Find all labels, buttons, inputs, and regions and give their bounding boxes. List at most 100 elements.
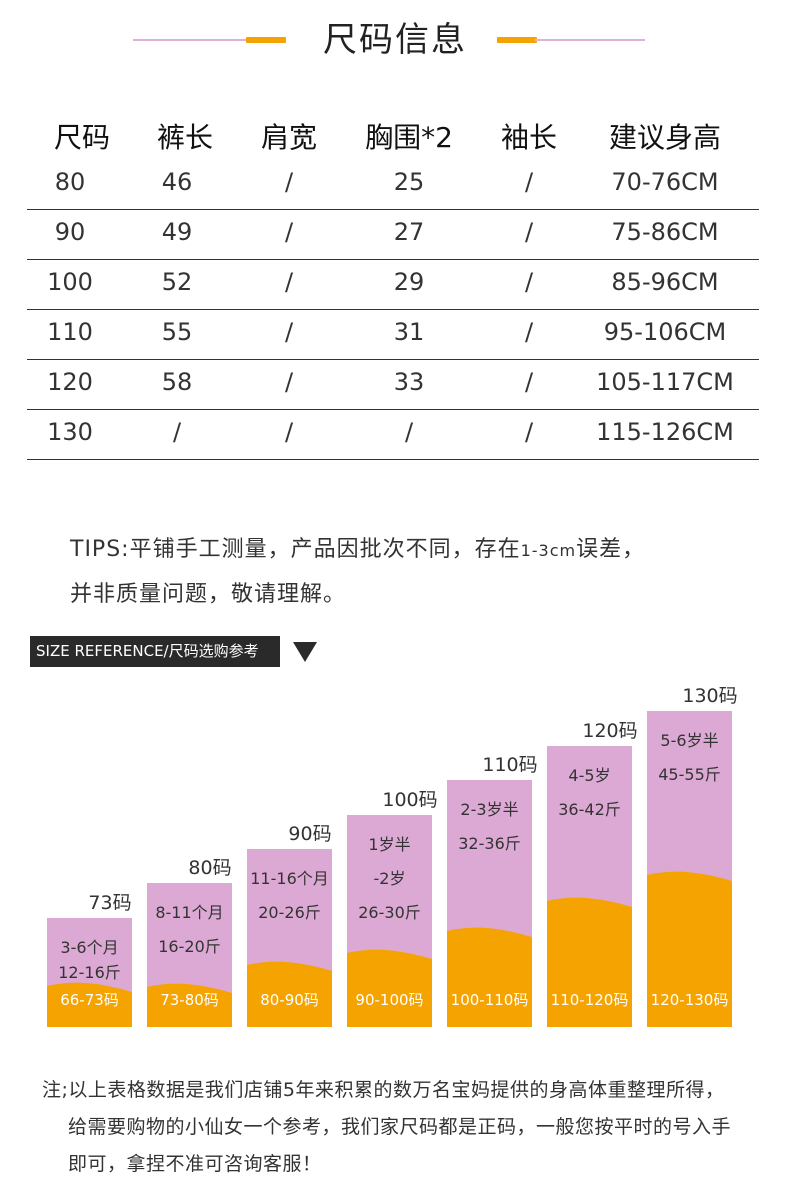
cell-pants-length: 49: [161, 218, 193, 246]
col-header-size: 尺码: [53, 121, 111, 154]
cell-size: 90: [54, 218, 86, 246]
cell-chest: 29: [393, 268, 425, 296]
col-header-sleeve: 袖长: [500, 121, 558, 154]
weight-fill: [247, 961, 332, 1027]
size-bar: [247, 849, 332, 1027]
cell-chest: 31: [393, 318, 425, 346]
bar-size-label: 110码: [482, 754, 538, 776]
bar-size-range: 110-120码: [550, 991, 629, 1009]
bar-size-label: 80码: [188, 857, 232, 879]
row-divider: [27, 359, 759, 360]
table-header-row: 尺码 裤长 肩宽 胸围*2 袖长 建议身高: [27, 112, 759, 160]
header-line-left: [133, 39, 248, 41]
cell-height: 85-96CM: [611, 268, 719, 296]
cell-chest: 25: [393, 168, 425, 196]
cell-chest: 33: [393, 368, 425, 396]
table-row: 110 55 / 31 / 95-106CM: [27, 310, 759, 360]
weight-fill-shape: [447, 927, 532, 1027]
cell-sleeve: /: [524, 268, 534, 296]
bar-size-range: 73-80码: [160, 991, 219, 1009]
col-header-chest: 胸围*2: [365, 121, 453, 154]
size-bar: [47, 918, 132, 1027]
cell-shoulder: /: [284, 418, 294, 446]
bar-info-text: 16-20斤: [158, 937, 221, 956]
cell-sleeve: /: [524, 418, 534, 446]
weight-fill-shape: [147, 983, 232, 1027]
weight-fill-shape: [347, 949, 432, 1027]
note-line-2: 给需要购物的小仙女一个参考，我们家尺码都是正码，一般您按平时的号入手: [68, 1116, 732, 1138]
col-header-pants-length: 裤长: [156, 121, 214, 154]
bar-info-text: 45-55斤: [658, 765, 721, 784]
weight-fill-shape: [547, 897, 632, 1027]
bar-size-label: 100码: [382, 789, 438, 811]
bar-size-range: 120-130码: [650, 991, 729, 1009]
cell-size: 80: [54, 168, 86, 196]
bar-size-range: 66-73码: [60, 991, 119, 1009]
tips-line-1-main: TIPS:平铺手工测量，产品因批次不同，存在: [70, 537, 521, 562]
header-accent-left: [246, 37, 286, 43]
table-row: 90 49 / 27 / 75-86CM: [27, 210, 759, 260]
weight-fill-shape: [47, 982, 132, 1027]
size-bar: [647, 711, 732, 1027]
weight-fill: [447, 927, 532, 1027]
bar-info-text: 12-16斤: [58, 963, 121, 982]
table-row: 80 46 / 25 / 70-76CM: [27, 160, 759, 210]
weight-fill: [547, 897, 632, 1027]
weight-fill-shape: [247, 961, 332, 1027]
cell-shoulder: /: [284, 318, 294, 346]
cell-sleeve: /: [524, 368, 534, 396]
cell-chest: 27: [393, 218, 425, 246]
size-bar: [147, 883, 232, 1027]
cell-size: 120: [47, 368, 93, 396]
weight-fill: [647, 871, 732, 1027]
bar-info-text: 5-6岁半: [660, 731, 719, 750]
row-divider: [27, 309, 759, 310]
cell-shoulder: /: [284, 368, 294, 396]
bar-info-text: 36-42斤: [558, 800, 621, 819]
bar-size-label: 120码: [582, 720, 638, 742]
bar-info-text: 26-30斤: [358, 903, 421, 922]
tips-text: TIPS:平铺手工测量，产品因批次不同，存在1-3cm误差， 并非质量问题，敬请…: [70, 528, 645, 617]
size-bar: [347, 815, 432, 1027]
cell-pants-length: 52: [161, 268, 193, 296]
bar-size-label: 73码: [88, 892, 132, 914]
bar-info-text: 20-26斤: [258, 903, 321, 922]
cell-pants-length: 58: [161, 368, 193, 396]
size-reference-banner: SIZE REFERENCE/尺码选购参考: [30, 636, 280, 667]
size-bar: [547, 746, 632, 1027]
cell-height: 70-76CM: [611, 168, 719, 196]
bar-size-range: 100-110码: [450, 991, 529, 1009]
note-line-3: 即可，拿捏不准可咨询客服！: [68, 1153, 322, 1175]
cell-height: 105-117CM: [596, 368, 734, 396]
cell-shoulder: /: [284, 168, 294, 196]
row-divider: [27, 209, 759, 210]
col-header-height: 建议身高: [608, 121, 722, 154]
cell-height: 75-86CM: [611, 218, 719, 246]
cell-size: 100: [47, 268, 93, 296]
header-accent-right: [497, 37, 537, 43]
row-divider: [27, 409, 759, 410]
weight-fill-shape: [647, 871, 732, 1027]
tips-line-2: 并非质量问题，敬请理解。: [70, 582, 347, 607]
bar-info-text: 8-11个月: [155, 903, 224, 922]
bar-info-text: 1岁半: [368, 835, 411, 854]
size-bar: [447, 780, 532, 1027]
weight-fill: [347, 949, 432, 1027]
note-text: 注;以上表格数据是我们店铺5年来积累的数万名宝妈提供的身高体重整理所得， 给需要…: [42, 1072, 731, 1183]
cell-size: 110: [47, 318, 93, 346]
cell-size: 130: [47, 418, 93, 446]
page-title: 尺码信息: [323, 20, 467, 60]
header-line-right: [535, 39, 645, 41]
bar-info-text: 3-6个月: [60, 938, 119, 957]
bar-info-text: 11-16个月: [250, 869, 329, 888]
cell-shoulder: /: [284, 218, 294, 246]
cell-sleeve: /: [524, 318, 534, 346]
bar-info-text: -2岁: [373, 869, 406, 888]
cell-chest: /: [404, 418, 414, 446]
cell-height: 115-126CM: [596, 418, 734, 446]
table-row: 130 / / / / 115-126CM: [27, 410, 759, 460]
bar-size-range: 90-100码: [355, 991, 424, 1009]
row-divider: [27, 459, 759, 460]
weight-fill: [147, 983, 232, 1027]
bar-info-text: 32-36斤: [458, 834, 521, 853]
